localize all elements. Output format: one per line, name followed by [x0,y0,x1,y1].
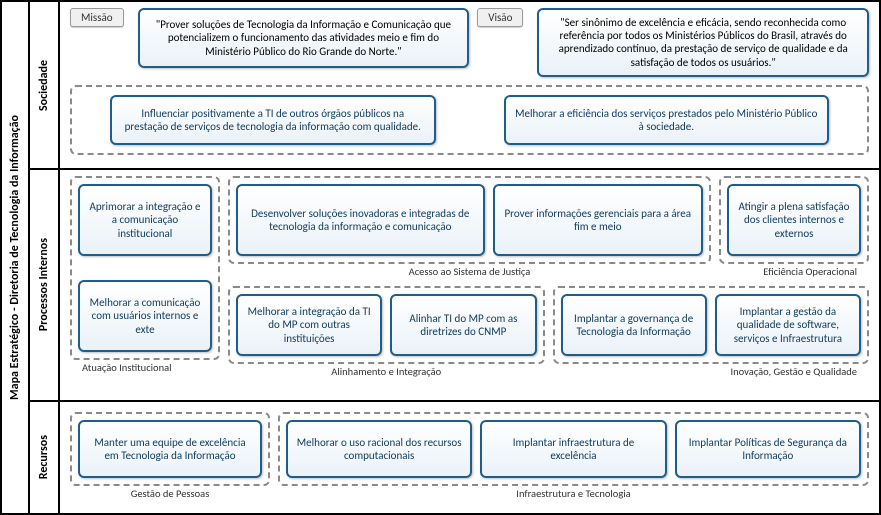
row-label-processos: Processos Internos [30,170,60,400]
mission-vision-row: Missão "Prover soluções de Tecnologia da… [70,8,869,77]
sociedade-goal-card: Influenciar positivamente a TI de outros… [110,95,436,145]
main-title: Mapa Estratégico - Diretoria de Tecnolog… [8,115,22,400]
objective-card: Implantar Políticas de Segurança da Info… [675,420,861,478]
objective-card: Desenvolver soluções inovadoras e integr… [236,184,485,256]
main-title-column: Mapa Estratégico - Diretoria de Tecnolog… [2,2,30,513]
group-inovacao: Implantar a governança de Tecnologia da … [553,286,870,364]
objective-card: Melhorar a comunicação com usuários inte… [78,280,212,352]
objective-card: Aprimorar a integração e a comunicação i… [78,184,212,256]
sociedade-goals-group: Influenciar positivamente a TI de outros… [70,85,869,155]
objective-card: Melhorar o uso racional dos recursos com… [286,420,472,478]
group-caption: Infraestrutura e Tecnologia [516,487,630,500]
sociedade-goals-row: Influenciar positivamente a TI de outros… [80,95,859,145]
group-infra: Melhorar o uso racional dos recursos com… [278,412,869,486]
objective-card: Atingir a plena satisfação dos clientes … [727,184,861,256]
group-acesso: Desenvolver soluções inovadoras e integr… [228,176,711,264]
group-pessoas: Manter uma equipe de excelência em Tecno… [70,412,270,486]
sociedade-goal-card: Melhorar a eficiência dos serviços prest… [504,95,830,145]
vision-card: "Ser sinônimo de excelência e eficácia, … [537,8,869,77]
group-caption: Gestão de Pessoas [131,487,210,500]
group-caption: Alinhamento e Integração [331,365,441,378]
strategic-map: Mapa Estratégico - Diretoria de Tecnolog… [0,0,881,515]
objective-card: Implantar a governança de Tecnologia da … [561,294,707,356]
group-caption: Eficiência Operacional [763,265,857,278]
row-processos: Processos Internos Aprimorar a integraçã… [30,170,879,402]
mission-card: "Prover soluções de Tecnologia da Inform… [138,8,470,68]
row-label-recursos: Recursos [30,402,60,513]
group-atuacao: Aprimorar a integração e a comunicação i… [70,176,220,360]
objective-card: Manter uma equipe de excelência em Tecno… [78,420,262,478]
group-caption: Atuação Institucional [82,361,172,374]
row-content-sociedade: Missão "Prover soluções de Tecnologia da… [60,2,879,168]
row-content-recursos: Manter uma equipe de excelência em Tecno… [60,402,879,513]
rows-container: Sociedade Missão "Prover soluções de Tec… [30,2,879,513]
objective-card: Prover informações gerenciais para a áre… [493,184,703,256]
row-label-text: Sociedade [37,60,51,111]
row-label-text: Recursos [37,435,51,479]
group-eficiencia: Atingir a plena satisfação dos clientes … [719,176,869,264]
objective-card: Alinhar TI do MP com as diretrizes do CN… [390,294,536,356]
vision-tag: Visão [477,8,523,27]
processos-top-row: Aprimorar a integração e a comunicação i… [70,176,869,364]
row-sociedade: Sociedade Missão "Prover soluções de Tec… [30,2,879,170]
objective-card: Melhorar a integração da TI do MP com ou… [236,294,382,356]
row-label-sociedade: Sociedade [30,2,60,168]
group-alinhamento: Melhorar a integração da TI do MP com ou… [228,286,545,364]
group-caption: Acesso ao Sistema de Justiça [409,265,531,278]
group-caption: Inovação, Gestão e Qualidade [731,365,857,378]
objective-card: Implantar infraestrutura de excelência [480,420,666,478]
mission-tag: Missão [70,8,124,27]
objective-card: Implantar a gestão da qualidade de softw… [715,294,861,356]
row-recursos: Recursos Manter uma equipe de excelência… [30,402,879,513]
row-label-text: Processos Internos [37,238,51,331]
row-content-processos: Aprimorar a integração e a comunicação i… [60,170,879,400]
